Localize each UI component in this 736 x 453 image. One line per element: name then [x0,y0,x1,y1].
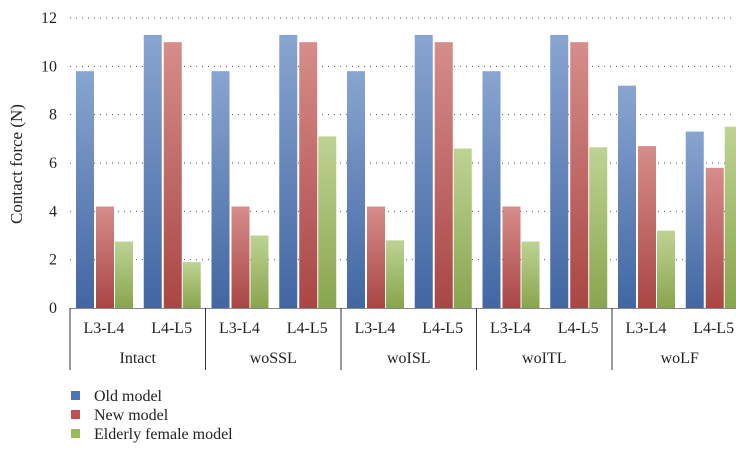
bar-elderly-female-model [182,262,201,308]
y-tick-label: 4 [49,203,57,220]
x-group-label: Intact [120,350,157,367]
x-category-label: L3-L4 [625,320,666,337]
x-axis: L3-L4 L4-L5 Intact L3-L4 L4-L5 woSSL L3-L4 L4-L… [69,308,736,370]
y-tick-label: 12 [41,10,57,27]
bar-new-model [367,206,385,308]
bar-elderly-female-model [453,148,472,308]
bar-new-model [570,42,589,309]
bar-new-model [638,146,656,308]
legend-swatch [71,410,80,419]
bar-old-model [685,131,704,308]
bar-elderly-female-model [657,230,675,308]
legend-label: Elderly female model [94,426,233,443]
legend-label: Old model [94,388,163,405]
x-category-label: L3-L4 [354,320,395,337]
bar-elderly-female-model [589,147,608,308]
bar-old-model [76,71,94,309]
bar-new-model [502,206,521,308]
bar-old-model [414,34,433,309]
bar-new-model [163,42,182,309]
y-axis-ticks: 0 2 4 6 8 10 12 [41,10,57,317]
bar-elderly-female-model [521,241,540,308]
legend-swatch [71,391,80,400]
bar-old-model [279,34,298,309]
x-group-label: woLF [661,350,699,367]
x-category-label: L3-L4 [219,320,260,337]
bar-new-model [299,42,318,309]
bars [76,34,736,309]
bar-old-model [618,85,636,309]
bar-old-model [211,71,230,309]
y-tick-label: 2 [49,252,57,269]
x-category-label: L4-L5 [287,320,328,337]
x-group-label: woSSL [250,350,297,367]
bar-elderly-female-model [250,235,269,308]
y-tick-label: 10 [41,58,57,75]
legend-label: New model [94,407,169,424]
bar-old-model [550,34,569,309]
x-group-label: woITL [522,350,566,367]
bar-old-model [347,71,365,309]
y-tick-label: 6 [49,155,57,172]
y-axis-label: Contact force (N) [7,104,26,224]
bar-new-model [96,206,114,308]
legend-swatch [71,429,80,438]
x-category-label: L4-L5 [422,320,463,337]
y-tick-label: 8 [49,107,57,124]
x-category-label: L3-L4 [490,320,531,337]
bar-old-model [482,71,501,309]
x-category-label: L3-L4 [83,320,124,337]
x-category-label: L4-L5 [151,320,192,337]
x-group-label: woISL [387,350,431,367]
bar-new-model [434,42,453,309]
bar-new-model [231,206,250,308]
bar-old-model [143,34,162,309]
x-category-label: L4-L5 [558,320,599,337]
bar-elderly-female-model [386,240,404,308]
legend: Old model New model Elderly female model [71,388,233,443]
x-category-label: L4-L5 [693,320,734,337]
bar-new-model [705,167,724,308]
bar-elderly-female-model [115,241,133,308]
y-tick-label: 0 [49,300,57,317]
bar-elderly-female-model [724,126,736,308]
bar-elderly-female-model [318,136,337,308]
